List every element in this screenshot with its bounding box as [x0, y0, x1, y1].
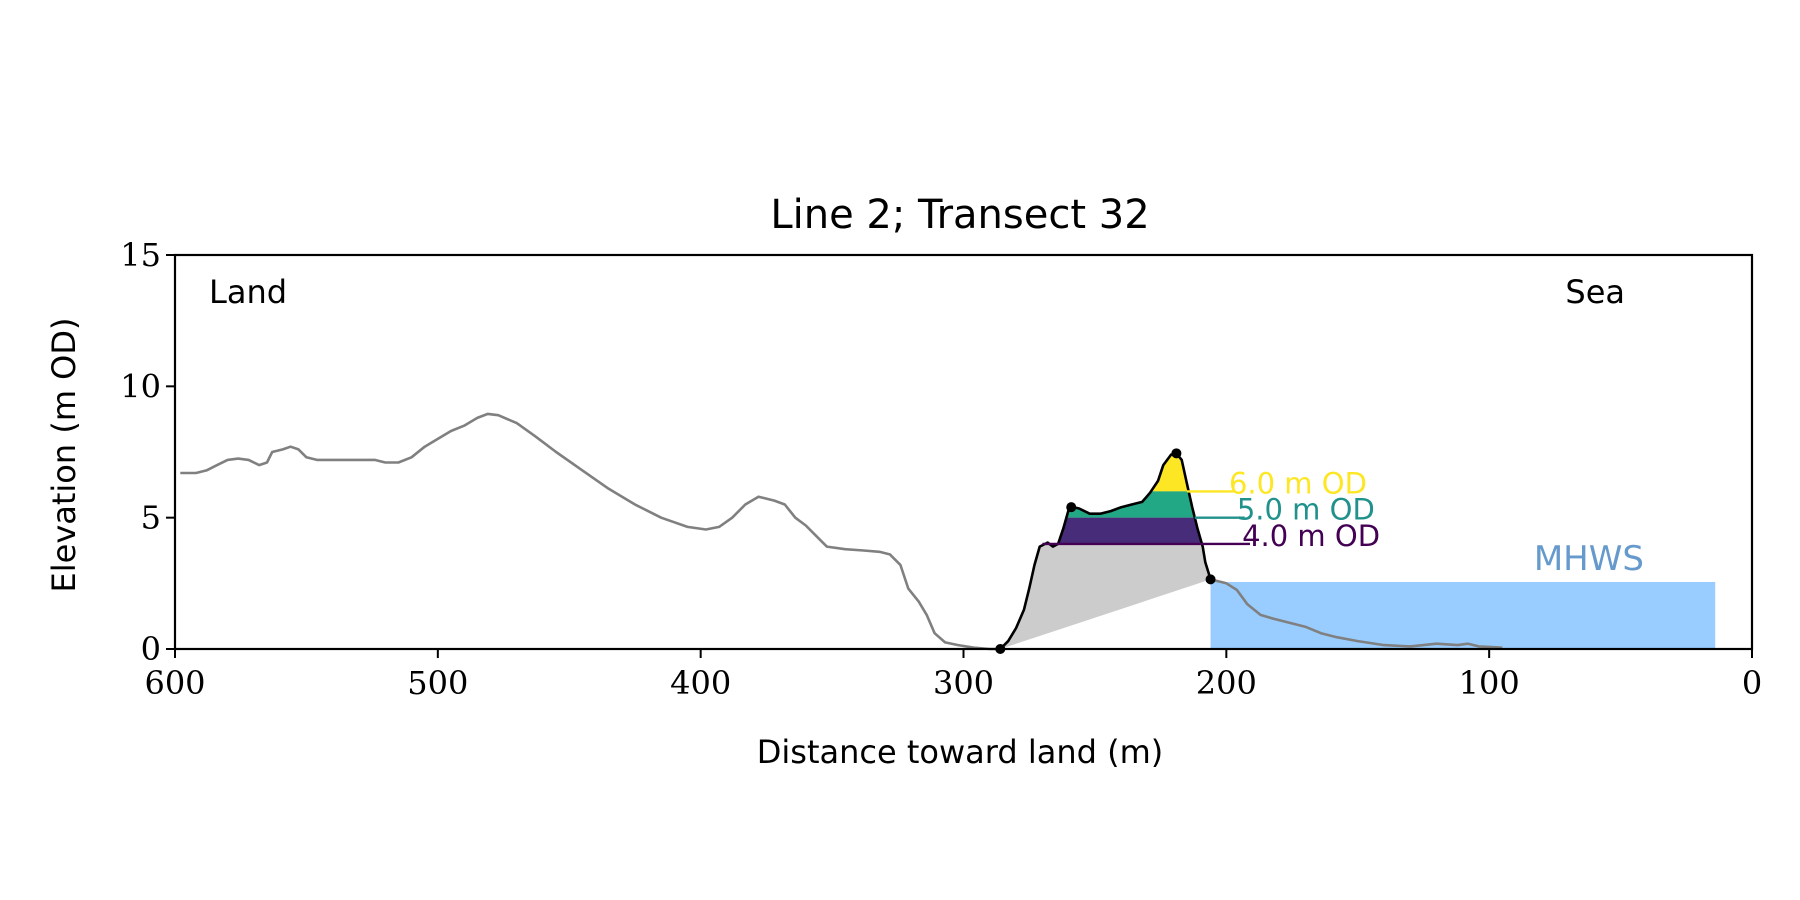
plot-area: 6.0 m OD5.0 m OD4.0 m OD MHWS — [180, 412, 1716, 654]
y-tick-label-15: 15 — [120, 236, 161, 274]
dune-marker-3 — [1205, 574, 1216, 585]
x-tick-label-0: 0 — [1742, 664, 1762, 702]
level-label-6m: 6.0 m OD — [1229, 466, 1367, 500]
level-label-4m: 4.0 m OD — [1242, 519, 1380, 553]
x-tick-label-300: 300 — [933, 664, 994, 702]
y-axis-label: Elevation (m OD) — [45, 318, 83, 593]
chart-title: Line 2; Transect 32 — [770, 192, 1149, 238]
dune-marker-1 — [1066, 502, 1077, 513]
y-tick-label-5: 5 — [141, 499, 161, 537]
profile-line-landward — [180, 412, 1003, 651]
profile-line-foreshore — [1210, 578, 1503, 649]
dune-level-bands — [1000, 453, 1211, 544]
x-tick-label-500: 500 — [407, 664, 468, 702]
x-tick-label-400: 400 — [670, 664, 731, 702]
axes: 600 500 400 300 200 100 0 0 5 10 15 — [120, 236, 1762, 702]
dune-marker-2 — [1171, 448, 1182, 459]
land-label: Land — [209, 273, 287, 311]
band-4-to-5m — [1000, 517, 1211, 544]
x-tick-label-200: 200 — [1196, 664, 1257, 702]
dune-profile-line — [999, 451, 1212, 650]
sea-label: Sea — [1565, 273, 1625, 311]
mhws-sea-area — [1210, 582, 1716, 649]
x-tick-label-100: 100 — [1459, 664, 1520, 702]
x-axis-label: Distance toward land (m) — [757, 733, 1163, 771]
level-label-5m: 5.0 m OD — [1237, 493, 1375, 527]
x-tick-label-600: 600 — [144, 664, 205, 702]
y-tick-label-10: 10 — [120, 367, 161, 405]
mhws-label: MHWS — [1534, 539, 1644, 579]
y-tick-label-0: 0 — [141, 630, 161, 668]
